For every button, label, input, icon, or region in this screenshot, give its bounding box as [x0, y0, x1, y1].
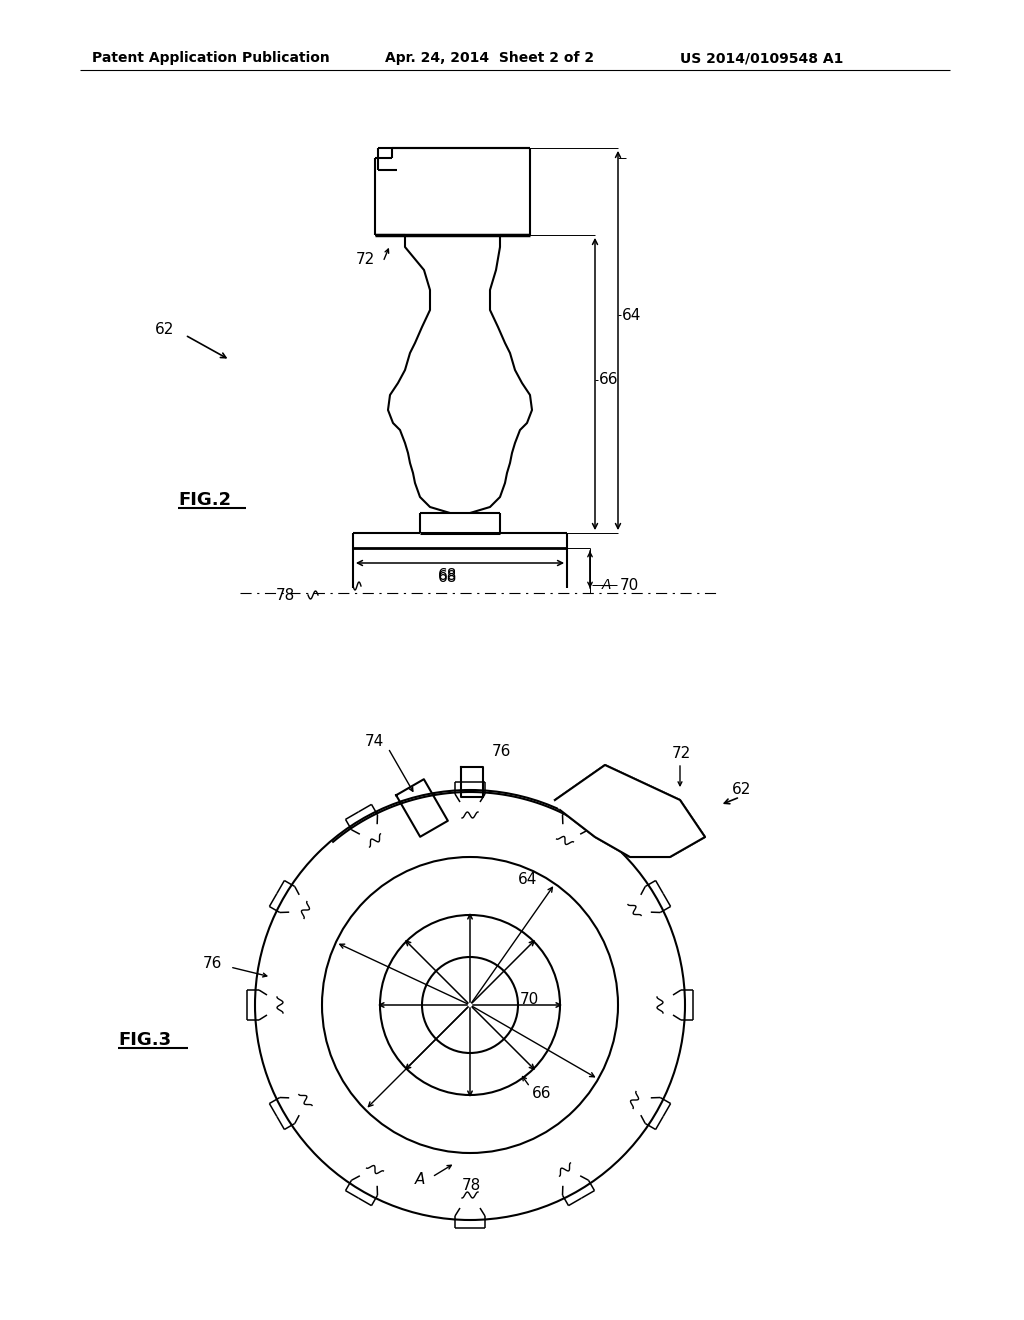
Text: 64: 64 [518, 873, 538, 887]
Text: A: A [415, 1172, 425, 1188]
Text: 76: 76 [492, 744, 511, 759]
Text: 70: 70 [620, 578, 639, 593]
Text: Patent Application Publication: Patent Application Publication [92, 51, 330, 65]
Text: 64: 64 [622, 308, 641, 322]
Text: 62: 62 [732, 783, 752, 797]
Text: FIG.3: FIG.3 [118, 1031, 171, 1049]
Text: 72: 72 [672, 746, 691, 760]
Text: 68: 68 [438, 570, 458, 586]
Text: 62: 62 [155, 322, 174, 338]
Text: 70: 70 [520, 993, 540, 1007]
Text: 78: 78 [276, 587, 295, 602]
Text: FIG.2: FIG.2 [178, 491, 231, 510]
Text: Apr. 24, 2014  Sheet 2 of 2: Apr. 24, 2014 Sheet 2 of 2 [385, 51, 594, 65]
Text: 68: 68 [438, 569, 458, 583]
Text: 66: 66 [532, 1085, 552, 1101]
Text: 76: 76 [203, 956, 222, 970]
Text: A: A [602, 578, 611, 591]
Text: 66: 66 [599, 372, 618, 388]
Text: 72: 72 [356, 252, 375, 268]
Text: 74: 74 [365, 734, 384, 750]
Text: 78: 78 [462, 1177, 481, 1192]
Polygon shape [555, 766, 705, 857]
Text: US 2014/0109548 A1: US 2014/0109548 A1 [680, 51, 844, 65]
